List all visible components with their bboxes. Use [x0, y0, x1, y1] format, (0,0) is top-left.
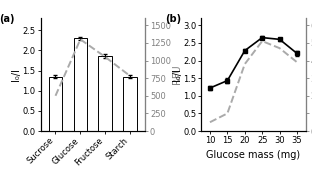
Y-axis label: I₀/I: I₀/I — [11, 68, 21, 81]
Bar — [123, 77, 137, 131]
Text: (a): (a) — [0, 14, 14, 24]
Y-axis label: RFU: RFU — [172, 65, 182, 84]
Y-axis label: I₀/I: I₀/I — [172, 68, 182, 81]
Bar — [49, 77, 62, 131]
Bar — [74, 38, 87, 131]
Text: (b): (b) — [165, 14, 181, 24]
Bar — [98, 56, 112, 131]
X-axis label: Glucose mass (mg): Glucose mass (mg) — [207, 151, 300, 161]
